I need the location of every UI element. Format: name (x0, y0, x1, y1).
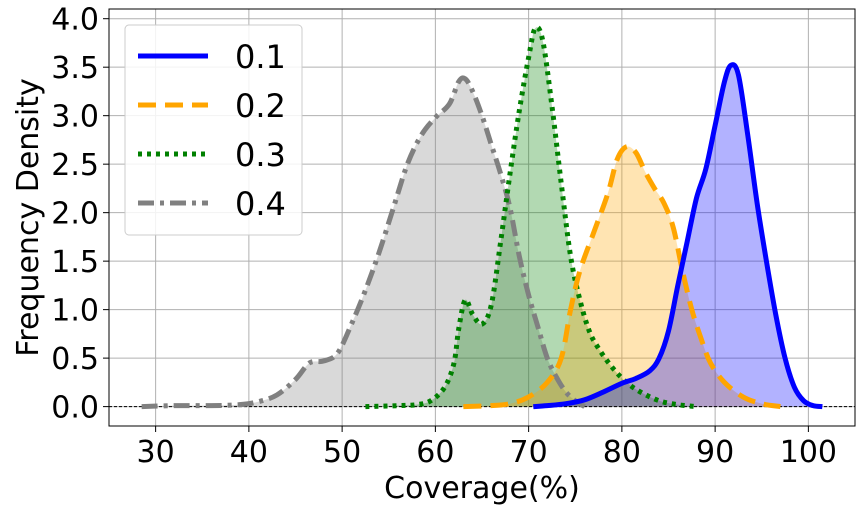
series-line-0.1 (533, 62, 823, 410)
series-line-0.3 (365, 24, 697, 410)
y-tick-label: 1.0 (51, 294, 99, 329)
y-tick-label: 0.0 (51, 391, 99, 426)
x-tick-label: 60 (416, 435, 454, 470)
legend-label-0.2: 0.2 (235, 87, 286, 125)
legend-label-0.1: 0.1 (235, 38, 286, 76)
legend-box (124, 24, 303, 236)
series-area-0.3 (365, 27, 697, 407)
x-tick-label: 90 (696, 435, 734, 470)
grid (109, 9, 855, 426)
x-tick-label: 40 (230, 435, 268, 470)
x-tick-label: 100 (780, 435, 837, 470)
density-lines (141, 24, 823, 410)
y-axis-label: Frequency Density (11, 78, 46, 357)
y-tick-label: 0.5 (51, 342, 99, 377)
y-tick-label: 1.5 (51, 245, 99, 280)
legend-label-0.3: 0.3 (235, 136, 286, 174)
series-line-0.2 (463, 143, 781, 410)
tick-labels: 30 40 50 60 70 80 90 100 0.0 0.5 1.0 1.5 2.0 2.5 3.0 3.… (51, 3, 837, 470)
y-tick-label: 4.0 (51, 3, 99, 38)
y-tick-label: 2.5 (51, 148, 99, 183)
series-area-0.4 (141, 77, 585, 407)
y-tick-label: 3.5 (51, 51, 99, 86)
x-tick-label: 30 (137, 435, 175, 470)
series-line-0.4 (141, 75, 586, 410)
x-tick-label: 70 (510, 435, 548, 470)
y-tick-label: 3.0 (51, 100, 99, 135)
x-tick-label: 80 (603, 435, 641, 470)
x-axis-label: Coverage(%) (384, 471, 580, 506)
legend-label-0.4: 0.4 (235, 185, 286, 223)
x-tick-label: 50 (323, 435, 361, 470)
y-tick-label: 2.0 (51, 197, 99, 232)
legend: 0.1 0.2 0.3 0.4 (124, 24, 303, 236)
plot-frame (108, 8, 856, 427)
series-area-0.1 (533, 64, 823, 407)
